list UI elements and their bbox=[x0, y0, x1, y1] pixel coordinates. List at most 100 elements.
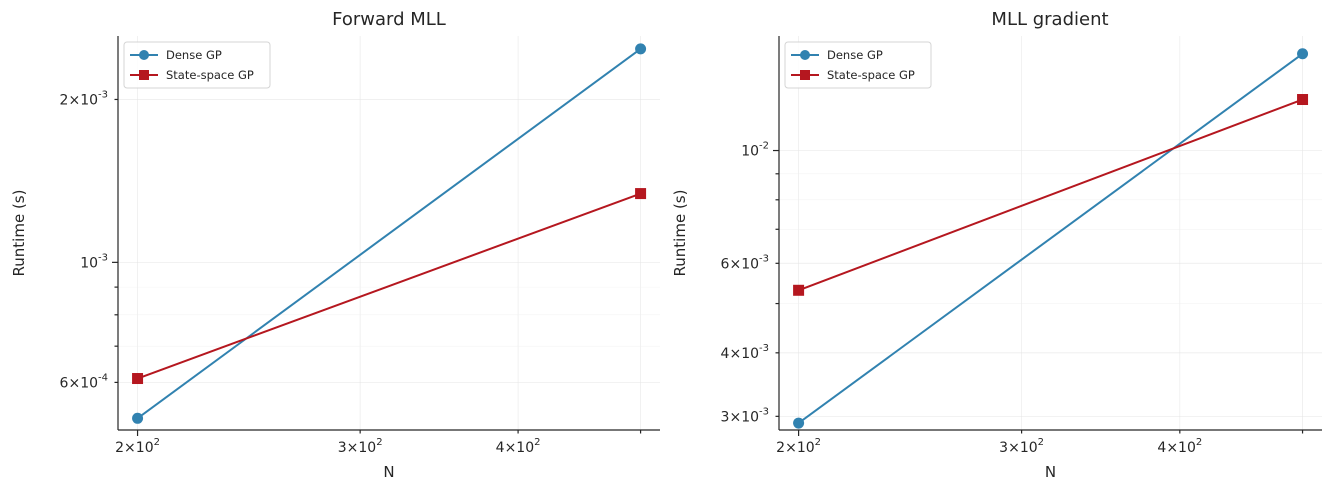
y-tick-label-exponent: -3 bbox=[759, 253, 769, 264]
x-tick-label-mantissa: 2 bbox=[115, 440, 124, 456]
y-tick-label-base: 10 bbox=[741, 409, 759, 425]
y-tick-label-mantissa: 6 bbox=[60, 375, 69, 391]
data-point bbox=[132, 373, 144, 385]
legend-box bbox=[784, 41, 932, 89]
data-point bbox=[635, 188, 647, 200]
x-tick-label-exponent: 2 bbox=[376, 437, 382, 448]
data-point bbox=[1297, 94, 1309, 106]
x-tick-label-times: × bbox=[124, 440, 136, 456]
data-point bbox=[635, 43, 647, 55]
y-tick-label: 6×10-4 bbox=[60, 372, 108, 391]
data-point bbox=[793, 417, 805, 429]
x-tick-label-base: 10 bbox=[1178, 440, 1196, 456]
x-tick-label: 4×102 bbox=[1157, 437, 1202, 456]
legend-marker bbox=[139, 50, 149, 60]
series-dense-gp bbox=[132, 43, 647, 424]
legend-box bbox=[123, 41, 271, 89]
x-tick-label-times: × bbox=[505, 440, 517, 456]
x-tick-label-mantissa: 4 bbox=[1157, 440, 1166, 456]
legend-marker bbox=[800, 70, 810, 80]
series-line bbox=[798, 52, 1304, 424]
x-tick-label: 3×102 bbox=[338, 437, 383, 456]
y-tick-label-mantissa: 2 bbox=[60, 92, 69, 108]
data-point bbox=[1297, 48, 1309, 60]
y-tick-label-mantissa: 6 bbox=[721, 256, 730, 272]
data-point bbox=[132, 412, 144, 424]
x-tick-label-exponent: 2 bbox=[1196, 437, 1202, 448]
y-tick-label-exponent: -2 bbox=[759, 141, 769, 152]
series-dense-gp bbox=[793, 48, 1309, 429]
x-tick-label: 4×102 bbox=[496, 437, 541, 456]
y-tick-label-mantissa: 4 bbox=[721, 346, 730, 362]
x-tick-label-times: × bbox=[347, 440, 359, 456]
y-tick-label-base: 10 bbox=[741, 144, 759, 160]
x-tick-label-base: 10 bbox=[516, 440, 534, 456]
x-tick-label-times: × bbox=[1166, 440, 1178, 456]
series-line bbox=[137, 192, 641, 380]
y-tick-label-times: × bbox=[68, 92, 80, 108]
chart-title: Forward MLL bbox=[332, 9, 446, 30]
y-tick-label: 10-3 bbox=[80, 252, 108, 271]
y-tick-label: 10-2 bbox=[741, 141, 769, 160]
y-tick-label-mantissa: 3 bbox=[721, 409, 730, 425]
y-tick-label-base: 10 bbox=[80, 255, 98, 271]
y-tick-label-exponent: -3 bbox=[759, 406, 769, 417]
legend-label: State-space GP bbox=[827, 68, 915, 82]
y-tick-label: 2×10-3 bbox=[60, 89, 108, 108]
legend-label: Dense GP bbox=[827, 48, 883, 62]
x-tick-label-exponent: 2 bbox=[534, 437, 540, 448]
x-tick-label-base: 10 bbox=[136, 440, 154, 456]
data-point bbox=[793, 284, 805, 296]
legend-label: Dense GP bbox=[166, 48, 222, 62]
x-tick-label-times: × bbox=[1008, 440, 1020, 456]
y-axis-label: Runtime (s) bbox=[671, 190, 689, 277]
x-tick-label-mantissa: 4 bbox=[496, 440, 505, 456]
y-tick-label: 3×10-3 bbox=[721, 406, 769, 425]
x-axis-label: N bbox=[1045, 463, 1056, 481]
legend-marker bbox=[139, 70, 149, 80]
x-axis-label: N bbox=[383, 463, 394, 481]
series-line bbox=[798, 98, 1303, 292]
grid bbox=[779, 36, 1322, 430]
series-state-space-gp bbox=[132, 188, 647, 385]
chart-mll-gradient: 2×102 3×102 4×10210-26×10-34×10-33×10-3MLL… bbox=[671, 9, 1322, 481]
y-tick-label-exponent: -3 bbox=[98, 89, 108, 100]
y-tick-label-base: 10 bbox=[741, 256, 759, 272]
series-state-space-gp bbox=[793, 94, 1309, 296]
x-tick-label-base: 10 bbox=[358, 440, 376, 456]
legend-marker bbox=[800, 50, 810, 60]
y-tick-label-base: 10 bbox=[741, 346, 759, 362]
y-tick-label-times: × bbox=[729, 256, 741, 272]
y-tick-label: 6×10-3 bbox=[721, 253, 769, 272]
x-tick-label-base: 10 bbox=[797, 440, 815, 456]
x-tick-label: 2×102 bbox=[776, 437, 821, 456]
x-tick-label-exponent: 2 bbox=[154, 437, 160, 448]
legend: Dense GP State-space GP bbox=[123, 41, 271, 89]
legend-label: State-space GP bbox=[166, 68, 254, 82]
x-tick-label-mantissa: 3 bbox=[999, 440, 1008, 456]
y-tick-label-times: × bbox=[729, 409, 741, 425]
series-line bbox=[136, 48, 642, 420]
y-tick-label-base: 10 bbox=[80, 375, 98, 391]
x-tick-label-mantissa: 3 bbox=[338, 440, 347, 456]
y-tick-label-exponent: -4 bbox=[98, 372, 108, 383]
x-tick-label: 2×102 bbox=[115, 437, 160, 456]
grid bbox=[118, 36, 660, 430]
x-tick-label-times: × bbox=[785, 440, 797, 456]
x-tick-label-mantissa: 2 bbox=[776, 440, 785, 456]
y-tick-label: 4×10-3 bbox=[721, 343, 769, 362]
y-tick-label-exponent: -3 bbox=[759, 343, 769, 354]
y-tick-label-times: × bbox=[68, 375, 80, 391]
x-tick-label-exponent: 2 bbox=[1038, 437, 1044, 448]
x-tick-label-exponent: 2 bbox=[815, 437, 821, 448]
y-tick-label-times: × bbox=[729, 346, 741, 362]
y-axis-label: Runtime (s) bbox=[10, 190, 28, 277]
chart-title: MLL gradient bbox=[991, 9, 1108, 30]
legend: Dense GP State-space GP bbox=[784, 41, 932, 89]
y-tick-label-base: 10 bbox=[80, 92, 98, 108]
x-tick-label-base: 10 bbox=[1020, 440, 1038, 456]
y-tick-label-exponent: -3 bbox=[98, 252, 108, 263]
x-tick-label: 3×102 bbox=[999, 437, 1044, 456]
